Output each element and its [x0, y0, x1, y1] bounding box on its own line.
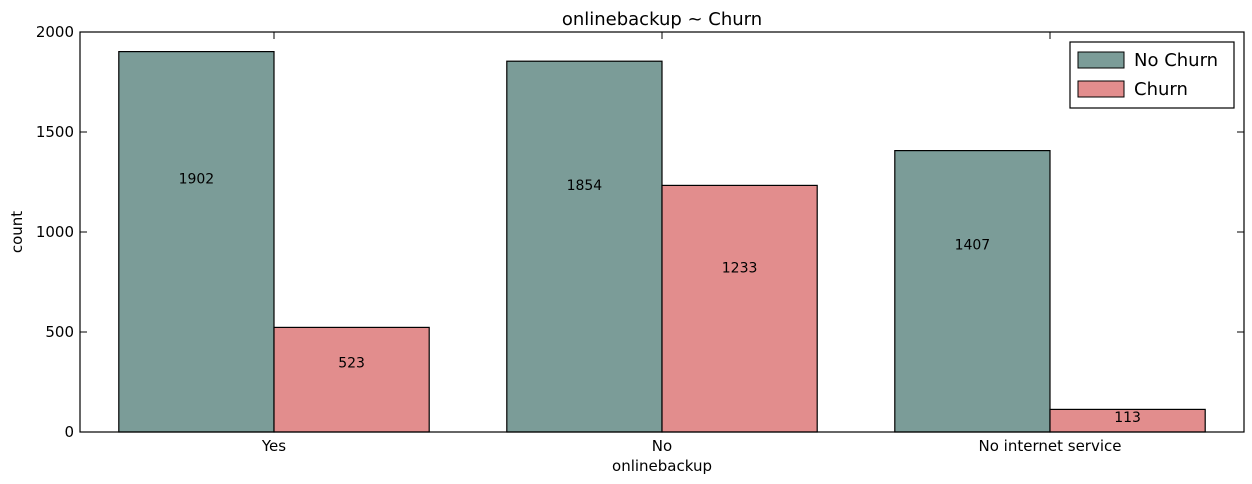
legend-label: Churn: [1134, 79, 1188, 100]
bar-no-churn-yes: [118, 50, 275, 433]
bar-churn-yes: [273, 326, 430, 433]
y-tick-label: 500: [45, 323, 74, 341]
chart-title: onlinebackup ~ Churn: [562, 9, 762, 30]
bar-value-label: 113: [1114, 410, 1141, 426]
bar-value-label: 1407: [955, 237, 991, 253]
bar-churn-no: [661, 184, 818, 433]
bars-group: [118, 50, 1206, 433]
bar-no-churn-no-internet-service: [894, 150, 1051, 433]
y-tick-label: 0: [64, 423, 74, 441]
bar-no-churn-no: [506, 60, 663, 433]
y-axis-label: count: [8, 211, 26, 253]
x-axis-label: onlinebackup: [612, 457, 712, 475]
y-tick-label: 1000: [36, 223, 74, 241]
x-tick-label: No internet service: [979, 437, 1122, 455]
bar-value-label: 1902: [179, 171, 215, 187]
bar-labels-group: 1902 523 1854 1233 1407 113: [179, 171, 1141, 426]
bar-value-label: 1854: [567, 178, 603, 194]
bar-value-label: 523: [338, 355, 365, 371]
y-tick-label: 1500: [36, 123, 74, 141]
legend: No Churn Churn: [1069, 41, 1235, 109]
legend-swatch: [1077, 80, 1125, 98]
x-tick-label: Yes: [261, 437, 286, 455]
legend-label: No Churn: [1134, 50, 1218, 71]
x-axis: Yes No No internet service: [261, 32, 1122, 455]
bar-value-label: 1233: [722, 261, 758, 277]
legend-swatch: [1077, 51, 1125, 69]
x-tick-label: No: [652, 437, 672, 455]
y-tick-label: 2000: [36, 23, 74, 41]
y-axis: 0 500 1000 1500 2000: [36, 23, 1244, 441]
